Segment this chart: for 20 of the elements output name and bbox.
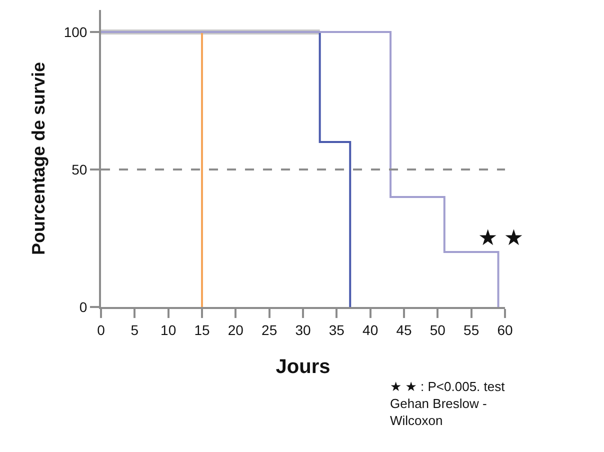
y-tick-label: 50	[72, 161, 88, 178]
annotation: ★ ★	[478, 225, 524, 250]
x-tick-label: 25	[262, 322, 278, 338]
x-tick-label: 15	[194, 322, 210, 338]
y-axis-title: Pourcentage de survie	[28, 62, 49, 256]
x-tick-label: 10	[160, 322, 176, 338]
x-tick-label: 30	[295, 322, 311, 338]
text: ★ ★ : P<0.005. test Gehan Breslow - Wilcoxon	[390, 379, 506, 428]
x-tick-label: 35	[328, 322, 345, 338]
x-tick-label: 60	[497, 322, 513, 338]
x-tick-label: 20	[228, 322, 244, 338]
y-tick-label: 100	[64, 24, 88, 40]
y-tick-label: 0	[79, 298, 88, 315]
x-tick-label: 50	[430, 322, 446, 338]
x-tick-label: 45	[396, 322, 412, 338]
x-tick-label: 5	[130, 322, 139, 338]
x-tick-label: 0	[97, 322, 106, 338]
x-axis-title: Jours	[276, 356, 330, 378]
x-tick-label: 55	[464, 322, 480, 338]
x-tick-label: 40	[362, 322, 378, 338]
